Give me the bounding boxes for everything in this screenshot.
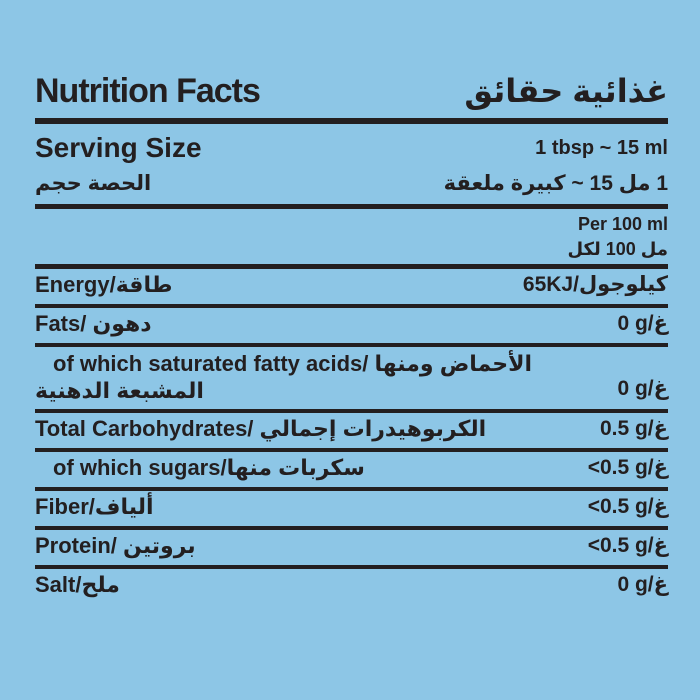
nutrient-value: 0 g/غ xyxy=(617,377,668,400)
nutrient-value: <0.5 g/غ xyxy=(587,534,668,557)
serving-size-labels: Serving Size حجم ‎الحصة xyxy=(35,132,202,198)
nutrient-value: 0.5 g/غ xyxy=(599,417,668,440)
per-100ml-section: Per 100 ml لكل‎ 100 مل xyxy=(35,209,668,269)
nutrient-row-sugars: of which sugars/منها‎ سكربات <0.5 g/غ xyxy=(35,452,668,491)
nutrient-label: of which saturated fatty acids/ ومنها‎ ا… xyxy=(35,351,533,403)
nutrient-row-salt: Salt/ملح 0 g/غ xyxy=(35,569,668,604)
nutrient-value: 0 g/غ xyxy=(617,573,668,596)
nutrient-row-energy: Energy/طاقة 65KJ/كيلوجول xyxy=(35,269,668,308)
nutrient-row-protein: Protein/ بروتين <0.5 g/غ xyxy=(35,530,668,569)
nutrient-label: Fiber/ألياف xyxy=(35,494,154,519)
nutrient-label: Protein/ بروتين xyxy=(35,533,196,558)
nutrient-label: Energy/طاقة xyxy=(35,272,173,297)
title-arabic: حقائق ‎غذائية xyxy=(464,73,668,109)
serving-size-value-en: 1 tbsp ~ 15 ml xyxy=(535,137,668,159)
serving-size-value-ar: ملعقة‎ كبيرة‎ ~ 15 مل‎ 1 xyxy=(443,172,668,195)
nutrient-row-fiber: Fiber/ألياف <0.5 g/غ xyxy=(35,491,668,530)
per-100ml-label-en: Per 100 ml xyxy=(577,214,668,234)
serving-size-label-en: Serving Size xyxy=(35,132,202,163)
nutrient-label: of which sugars/منها‎ سكربات xyxy=(53,455,365,480)
nutrient-value: <0.5 g/غ xyxy=(587,495,668,518)
nutrient-value: 0 g/غ xyxy=(617,312,668,335)
nutrient-value: 65KJ/كيلوجول xyxy=(522,273,668,296)
nutrient-value: <0.5 g/غ xyxy=(587,456,668,479)
nutrient-label: Total Carbohydrates/ إجمالي‎ الكربوهيدرا… xyxy=(35,416,487,441)
serving-size-label-ar: حجم ‎الحصة xyxy=(35,172,152,195)
nutrient-label: Fats/ دهون xyxy=(35,311,152,336)
per-100ml-label-ar: لكل‎ 100 مل xyxy=(567,239,668,259)
nutrient-row-carbohydrates: Total Carbohydrates/ إجمالي‎ الكربوهيدرا… xyxy=(35,413,668,452)
nutrient-row-saturated-fats: of which saturated fatty acids/ ومنها‎ ا… xyxy=(35,347,668,413)
serving-size-section: Serving Size حجم ‎الحصة 1 tbsp ~ 15 ml م… xyxy=(35,124,668,209)
nutrient-label: Salt/ملح xyxy=(35,572,120,597)
serving-size-values: 1 tbsp ~ 15 ml ملعقة‎ كبيرة‎ ~ 15 مل‎ 1 xyxy=(444,132,668,198)
title-english: Nutrition Facts xyxy=(35,72,261,110)
nutrient-row-fats: Fats/ دهون 0 g/غ xyxy=(35,308,668,347)
label-header: Nutrition Facts حقائق ‎غذائية xyxy=(35,70,668,124)
